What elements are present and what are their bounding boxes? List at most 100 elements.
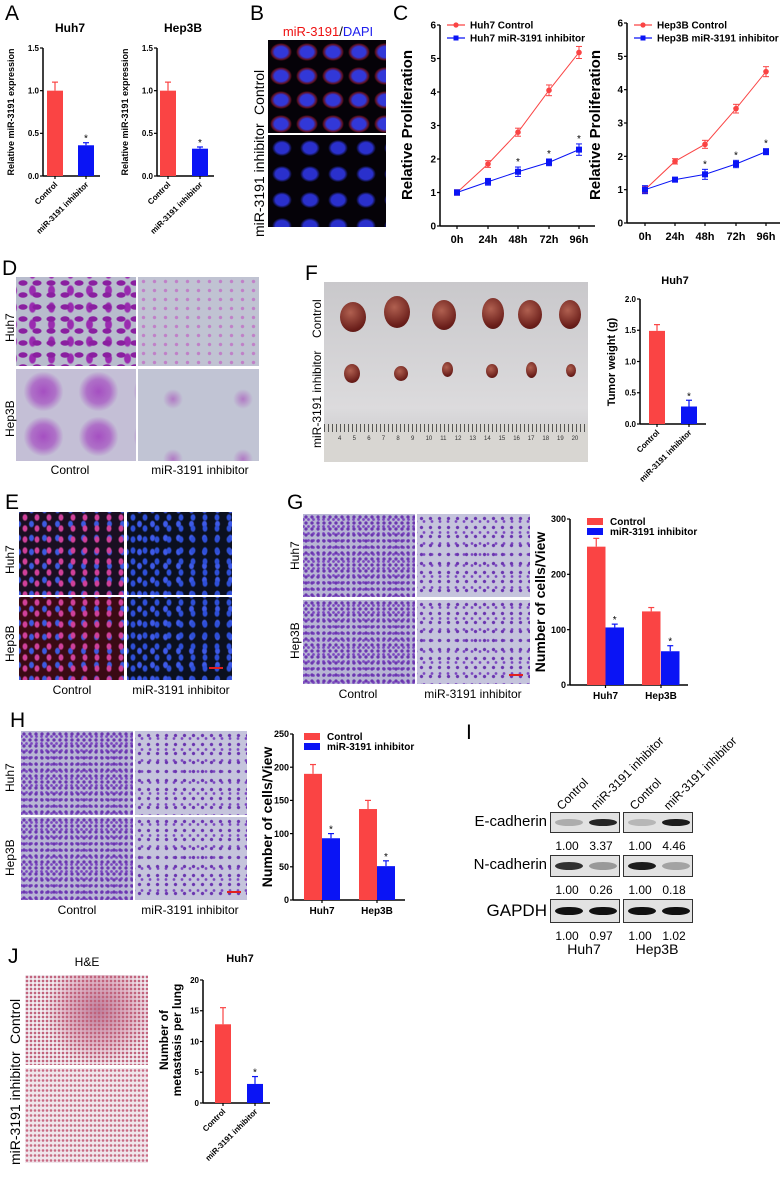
significance-asterisk: * (198, 138, 202, 149)
y-tick-label: 0.5 (142, 129, 154, 138)
tumor (518, 300, 542, 329)
data-point (702, 171, 708, 178)
y-tick-label: 300 (551, 514, 566, 524)
legend-marker (640, 35, 646, 41)
panel-label-h: H (10, 709, 26, 732)
panel-label-d: D (2, 257, 18, 280)
h-image-hep3b-inhibitor (135, 817, 247, 900)
x-tick-label: 24h (666, 231, 685, 243)
h-col-control: Control (57, 903, 97, 917)
bar-control (587, 546, 606, 685)
h-image-huh7-inhibitor (135, 731, 247, 815)
tumor (442, 362, 453, 377)
protein-band (628, 862, 656, 870)
bar-control (649, 330, 665, 424)
y-tick-label: 150 (274, 796, 289, 806)
chart-C-Hep3B: 0 1 2 3 4 5 6 Relative Proliferation 0h 24h 48h 72h… (587, 19, 780, 243)
x-tick-label: miR-3191 inhibitor (35, 180, 91, 236)
ruler-number: 18 (542, 436, 550, 442)
legend-label: Hep3B Control (657, 21, 727, 32)
bar-inhibitor (377, 866, 395, 900)
g-image-hep3b-inhibitor (417, 600, 530, 684)
y-tick-label: 2 (430, 155, 436, 166)
d-image-huh7-control (16, 277, 136, 366)
data-point (515, 168, 521, 175)
y-tick-label: 1 (430, 188, 436, 199)
y-axis-label: Relative Proliferation (587, 50, 604, 200)
protein-band (589, 862, 617, 870)
ruler-number: 11 (440, 436, 447, 442)
bar-control (160, 90, 176, 176)
scale-bar (209, 667, 223, 669)
b-title-sep: / (339, 24, 343, 39)
x-tick-label: Control (635, 428, 661, 454)
y-axis-label: Relative miR-3191 expression (6, 48, 16, 175)
ruler-number: 16 (513, 436, 520, 442)
tumor (482, 298, 504, 329)
ruler-number: 8 (396, 436, 400, 442)
panel-label-e: E (5, 491, 20, 514)
g-col-control: Control (338, 687, 378, 701)
data-point (546, 87, 552, 94)
significance-asterisk: * (253, 1068, 257, 1079)
y-tick-label: 20 (190, 976, 199, 985)
y-tick-label: 6 (430, 21, 436, 32)
g-image-hep3b-control (303, 600, 415, 684)
tumor (344, 364, 360, 383)
data-point (454, 189, 460, 196)
bar-control (47, 90, 63, 176)
blot-strip (623, 899, 693, 923)
y-tick-label: 0.0 (142, 172, 154, 181)
chart-A-Hep3B: 0.0 0.5 1.0 1.5 Hep3B Relative miR-3191 expre… (120, 21, 214, 236)
e-image-hep3b-control (19, 597, 124, 680)
blot-strip (623, 812, 693, 833)
x-tick-label: 48h (696, 231, 715, 243)
x-tick-label: 0h (639, 231, 652, 243)
chart-A-Huh7: 0.0 0.5 1.0 1.5 Huh7 Relative miR-3191 expres… (6, 21, 100, 236)
blot-row-label: GAPDH (486, 901, 547, 920)
d-image-hep3b-control (16, 369, 136, 461)
y-tick-label: 2.0 (625, 295, 637, 304)
protein-band (589, 906, 617, 916)
y-axis-label: Relative miR-3191 expression (120, 48, 130, 175)
y-tick-label: 100 (274, 829, 289, 839)
ruler-number: 12 (454, 436, 462, 442)
y-tick-label: 200 (551, 569, 566, 579)
significance-asterisk: * (687, 391, 691, 402)
chart-title: Huh7 (55, 21, 85, 35)
bar-control (359, 809, 377, 900)
blot-strip (623, 855, 693, 877)
y-tick-label: 0.0 (625, 420, 637, 429)
protein-band (662, 906, 690, 916)
significance-asterisk: * (734, 150, 738, 161)
quantification-value: 0.97 (589, 929, 613, 943)
bar-inhibitor (322, 838, 340, 900)
y-axis-label: Number of cells/View (532, 532, 548, 673)
ruler-number: 20 (571, 436, 579, 442)
y-tick-label: 0.5 (625, 389, 637, 398)
bar-inhibitor (605, 627, 624, 685)
bar-control (215, 1024, 231, 1103)
f-tumor-photo: 4 5 6 7 8 9 10 11 12 13 14 15 16 17 18 19 20 (324, 282, 588, 462)
panel-label-g: G (287, 491, 304, 514)
chart-H: 0 50 100 150 200 250 Number of cells/View Contr… (259, 729, 414, 917)
tumor (526, 362, 537, 378)
tumor (486, 364, 498, 378)
y-axis-label: Tumor weight (g) (606, 317, 618, 406)
ruler-number: 7 (381, 436, 386, 442)
significance-asterisk: * (329, 825, 333, 836)
quantification-value: 4.46 (662, 839, 686, 853)
data-point (485, 161, 491, 167)
ruler-number: 10 (425, 436, 433, 442)
protein-band (555, 862, 583, 870)
legend-label: miR-3191 inhibitor (610, 527, 697, 538)
y-tick-label: 0 (561, 680, 566, 690)
d-col-control: Control (50, 463, 90, 477)
g-image-huh7-control (303, 514, 415, 597)
legend-swatch (304, 743, 320, 750)
x-tick-label: 0h (451, 234, 464, 246)
y-tick-label: 4 (430, 88, 436, 99)
tumor (340, 302, 366, 332)
quantification-value: 0.18 (662, 883, 686, 897)
legend-swatch (304, 733, 320, 740)
